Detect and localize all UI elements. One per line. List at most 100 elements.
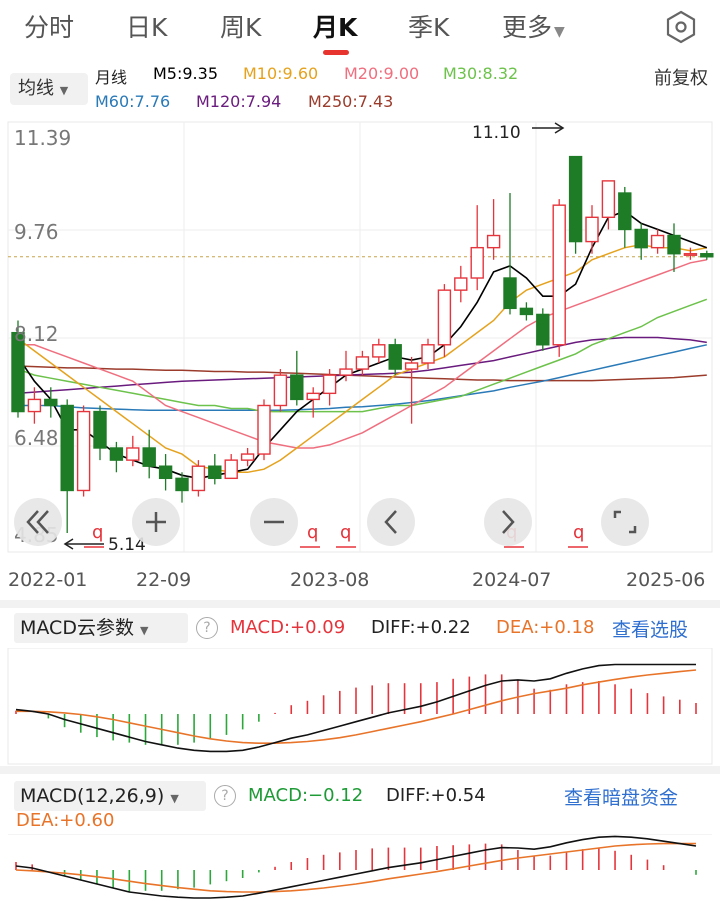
kline-chart[interactable]: 11.39 9.76 8.12 6.48 4.85 11.10 5.14 q q…: [0, 118, 720, 596]
help-icon[interactable]: ?: [214, 785, 236, 807]
ma-selector[interactable]: 均线 ▼: [10, 73, 88, 105]
chevron-right-icon: [502, 510, 515, 534]
ma-line-m10: [17, 243, 707, 474]
fold-left-button[interactable]: [14, 498, 62, 546]
tab-more[interactable]: 更多 ▼: [502, 8, 565, 44]
high-price-label: 11.10: [472, 123, 521, 143]
tab-monthly-k[interactable]: 月K: [313, 13, 358, 42]
macd1-indicator-selector[interactable]: MACD云参数 ▼: [14, 613, 188, 643]
candle: [142, 429, 156, 479]
event-marker: q: [307, 522, 318, 543]
candle: [454, 265, 468, 303]
tab-weekly-k[interactable]: 周K: [220, 13, 262, 42]
ma-m250: M250:7.43: [308, 92, 394, 111]
candle: [306, 387, 320, 418]
candle: [437, 284, 452, 357]
zoom-out-button[interactable]: [250, 498, 298, 546]
candle: [290, 350, 304, 406]
caret-down-icon: ▼: [140, 624, 149, 637]
candle: [421, 338, 435, 370]
candle: [650, 229, 665, 254]
diff-line: [15, 835, 697, 899]
candle: [257, 399, 271, 461]
event-marker: q: [92, 522, 103, 543]
macd2-header: MACD(12,26,9) ▼ ? MACD:−0.12 DIFF:+0.54 …: [0, 780, 720, 816]
adjust-mode-button[interactable]: 前复权: [654, 68, 708, 89]
view-stock-picks-link[interactable]: 查看选股: [612, 619, 689, 641]
candle: [224, 454, 238, 480]
tab-more-label: 更多: [502, 13, 553, 42]
ma-m20: M20:9.00: [344, 64, 420, 83]
candle: [536, 308, 550, 351]
view-dark-pool-funds-link[interactable]: 查看暗盘资金: [564, 787, 679, 809]
candle: [93, 405, 107, 461]
dea-line: [15, 842, 696, 893]
candle: [240, 447, 255, 467]
dea-line: [16, 669, 697, 744]
tab-daily-k[interactable]: 日K: [126, 13, 168, 42]
ma-m120: M120:7.94: [196, 92, 282, 111]
y-tick-label: 11.39: [14, 126, 71, 150]
candle: [470, 205, 484, 291]
candle: [372, 338, 386, 363]
candles: [11, 155, 714, 533]
macd1-chart[interactable]: [0, 648, 720, 766]
candle: [404, 356, 419, 424]
scroll-right-button[interactable]: [484, 498, 532, 546]
candle: [388, 338, 402, 376]
event-marker: q: [573, 522, 584, 543]
x-tick-label: 2025-06: [626, 569, 705, 591]
low-annotation: 5.14: [63, 535, 146, 555]
candle: [11, 320, 25, 418]
scroll-left-button[interactable]: [367, 498, 415, 546]
ma-m30: M30:8.32: [443, 64, 519, 83]
candle: [27, 387, 42, 424]
active-tab-indicator: [323, 50, 349, 55]
help-icon[interactable]: ?: [196, 617, 218, 639]
candle: [339, 350, 353, 382]
candle: [568, 155, 583, 254]
settings-icon[interactable]: [662, 8, 700, 46]
x-tick-label: 22-09: [136, 569, 191, 591]
x-tick-label: 2022-01: [8, 569, 87, 591]
zoom-in-button[interactable]: [132, 498, 180, 546]
macd2-macd-value: MACD:−0.12: [248, 785, 364, 806]
x-tick-label: 2023-08: [290, 569, 369, 591]
ma-lines: [17, 210, 708, 480]
candle: [519, 302, 534, 321]
ma-line-m20: [18, 259, 707, 449]
y-tick-label: 9.76: [14, 220, 59, 244]
section-divider: [0, 766, 720, 774]
chevron-left-icon: [384, 510, 397, 534]
macd1-selector-label: MACD云参数: [20, 617, 134, 639]
macd2-diff-value: DIFF:+0.54: [386, 785, 486, 806]
macd1-dea-value: DEA:+0.18: [496, 617, 595, 638]
macd2-indicator-selector[interactable]: MACD(12,26,9) ▼: [14, 781, 206, 811]
diff-line: [15, 663, 696, 753]
caret-down-icon: ▼: [170, 792, 179, 805]
tab-quarterly-k[interactable]: 季K: [408, 13, 450, 42]
candle: [109, 441, 124, 473]
candle: [126, 435, 140, 467]
macd2-chart[interactable]: [0, 834, 720, 901]
fullscreen-icon: [613, 510, 637, 534]
event-marker: q: [340, 522, 351, 543]
caret-down-icon: ▼: [554, 24, 565, 40]
tab-intraday[interactable]: 分时: [24, 13, 75, 42]
period-tab-bar: 分时 日K 周K 月K 季K 更多 ▼: [0, 0, 720, 56]
candle: [355, 350, 370, 376]
y-tick-label: 6.48: [14, 426, 59, 450]
candle: [44, 387, 58, 418]
y-tick-label: 8.12: [14, 322, 59, 346]
ma-line-m5: [17, 210, 708, 480]
macd1-diff-value: DIFF:+0.22: [371, 617, 471, 638]
low-price-label: 5.14: [108, 535, 146, 555]
fullscreen-button[interactable]: [601, 498, 649, 546]
ma-period-label: 月线: [95, 68, 128, 87]
candle: [322, 369, 337, 406]
ma-line-m60: [18, 344, 707, 412]
candle: [76, 405, 91, 497]
section-divider: [0, 600, 720, 608]
candle: [60, 399, 74, 533]
candle: [618, 186, 632, 248]
